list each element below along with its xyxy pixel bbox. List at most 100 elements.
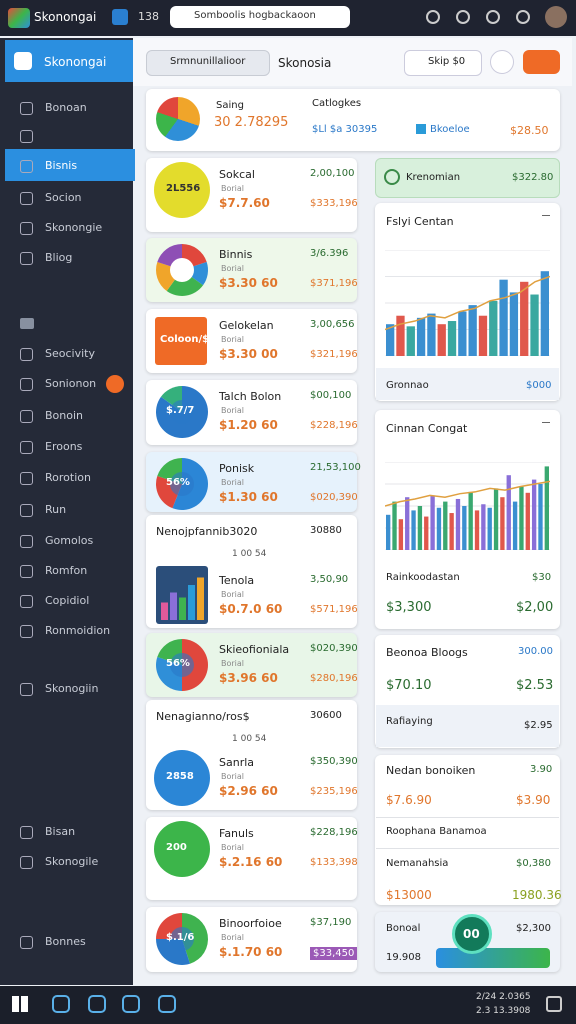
card-amount: $3.30 60 bbox=[219, 276, 278, 290]
bottom-label: Bonoal bbox=[386, 923, 421, 934]
nav-item[interactable]: Skonogiin bbox=[45, 682, 99, 695]
mini-bar bbox=[170, 592, 177, 620]
bottom-amount: 19.908 bbox=[386, 952, 421, 963]
taskbar-app[interactable] bbox=[52, 995, 70, 1013]
bar-chart bbox=[385, 462, 550, 550]
bar bbox=[447, 321, 457, 356]
news-link[interactable]: Roophana Banamoa bbox=[386, 826, 487, 837]
blog-value: 300.00 bbox=[518, 646, 553, 657]
nav-item[interactable]: Bliog bbox=[45, 251, 73, 264]
taskbar-app[interactable] bbox=[158, 995, 176, 1013]
nav-icon[interactable] bbox=[20, 683, 33, 696]
nav-icon[interactable] bbox=[20, 102, 33, 115]
nav-icon[interactable] bbox=[20, 410, 33, 423]
nav-icon[interactable] bbox=[20, 441, 33, 454]
nav-item[interactable]: Bisnis bbox=[45, 159, 78, 172]
nav-icon[interactable] bbox=[20, 936, 33, 949]
search-box[interactable] bbox=[170, 6, 350, 28]
bar bbox=[525, 492, 530, 550]
nav-icon[interactable] bbox=[20, 565, 33, 578]
blog-amount2: $2.53 bbox=[516, 678, 554, 693]
card-note: 1 00 54 bbox=[232, 549, 267, 559]
nav-item[interactable]: Bonoan bbox=[45, 101, 87, 114]
top-icon[interactable] bbox=[426, 10, 440, 24]
top-icon[interactable] bbox=[456, 10, 470, 24]
nav-item[interactable]: Romfon bbox=[45, 564, 88, 577]
header-button-label[interactable]: Skip $0 bbox=[428, 56, 466, 67]
nav-item[interactable]: Socion bbox=[45, 191, 82, 204]
top-icon[interactable] bbox=[486, 10, 500, 24]
bar bbox=[416, 317, 426, 356]
nav-item[interactable]: Skonongie bbox=[45, 221, 103, 234]
bar bbox=[489, 300, 498, 356]
bar bbox=[506, 475, 511, 550]
nav-icon[interactable] bbox=[20, 348, 33, 361]
card-badge: Coloon/$174 bbox=[160, 334, 230, 345]
nav-icon[interactable] bbox=[20, 625, 33, 638]
nav-item[interactable]: Copidiol bbox=[45, 594, 90, 607]
notification-icon[interactable] bbox=[546, 996, 562, 1012]
nav-item[interactable]: Eroons bbox=[45, 440, 83, 453]
nav-item[interactable]: Seocivity bbox=[45, 347, 95, 360]
nav-item[interactable]: Bonnes bbox=[45, 935, 86, 948]
bottom-value: $2,300 bbox=[516, 923, 551, 934]
bar bbox=[455, 498, 461, 550]
chart-title: Fslyi Centan bbox=[386, 215, 454, 228]
nav-item[interactable]: Gomolos bbox=[45, 534, 94, 547]
bar bbox=[531, 479, 537, 550]
nav-item[interactable]: Rorotion bbox=[45, 471, 91, 484]
nav-item[interactable]: Skonogile bbox=[45, 855, 99, 868]
nav-icon[interactable] bbox=[20, 160, 33, 173]
donut bbox=[154, 821, 210, 877]
nav-icon[interactable] bbox=[20, 595, 33, 608]
bar bbox=[424, 516, 429, 550]
nav-icon[interactable] bbox=[20, 504, 33, 517]
news-label-value: $0,380 bbox=[516, 858, 551, 869]
donut bbox=[156, 639, 208, 691]
card-name: Talch Bolon bbox=[219, 390, 282, 403]
taskbar-app[interactable] bbox=[122, 995, 140, 1013]
app-name: Skonongai bbox=[34, 10, 97, 24]
chart1-footer-value: $000 bbox=[526, 380, 552, 391]
card-v2: $235,196 bbox=[310, 786, 358, 797]
nav-icon[interactable] bbox=[20, 252, 33, 265]
card-v2: $020,390 bbox=[310, 492, 358, 503]
header-orange[interactable] bbox=[523, 50, 560, 74]
nav-item[interactable]: Bisan bbox=[45, 825, 76, 838]
card-v1: 3,50,90 bbox=[310, 574, 349, 585]
nav-item[interactable]: Run bbox=[45, 503, 67, 516]
nav-icon[interactable] bbox=[20, 192, 33, 205]
bar bbox=[396, 315, 405, 356]
nav-item[interactable]: Sonionon bbox=[45, 377, 97, 390]
taskbar-app[interactable] bbox=[88, 995, 106, 1013]
nav-icon[interactable] bbox=[20, 222, 33, 235]
nav-icon[interactable] bbox=[20, 856, 33, 869]
top-icon[interactable] bbox=[516, 10, 530, 24]
news-card[interactable] bbox=[375, 755, 560, 905]
nav-icon[interactable] bbox=[20, 472, 33, 485]
card-name: Sanrla bbox=[219, 756, 255, 769]
sidebar-title: Skonongai bbox=[44, 55, 107, 69]
donut-segment bbox=[182, 913, 208, 964]
nav-icon[interactable] bbox=[20, 535, 33, 548]
header-search[interactable] bbox=[146, 50, 270, 76]
card-badge: $.1/6 bbox=[166, 932, 195, 943]
header-circle[interactable] bbox=[490, 50, 514, 74]
nav-item[interactable]: Ronmoidion bbox=[45, 624, 111, 637]
summary-tag-icon bbox=[416, 124, 426, 134]
summary-tag: Bkoeloe bbox=[430, 124, 470, 135]
avatar[interactable] bbox=[545, 6, 567, 28]
mini-bar bbox=[161, 602, 168, 620]
donut bbox=[154, 750, 210, 806]
nav-item[interactable]: Bonoin bbox=[45, 409, 84, 422]
bar bbox=[500, 497, 505, 550]
bar bbox=[437, 324, 446, 356]
nav-icon[interactable] bbox=[20, 826, 33, 839]
start-button[interactable] bbox=[12, 996, 28, 1012]
right-top-value: $322.80 bbox=[512, 172, 554, 183]
summary-label: Saing bbox=[216, 100, 244, 111]
right-top[interactable] bbox=[375, 158, 560, 198]
nav-icon[interactable] bbox=[20, 378, 33, 391]
header-button[interactable] bbox=[404, 50, 482, 76]
